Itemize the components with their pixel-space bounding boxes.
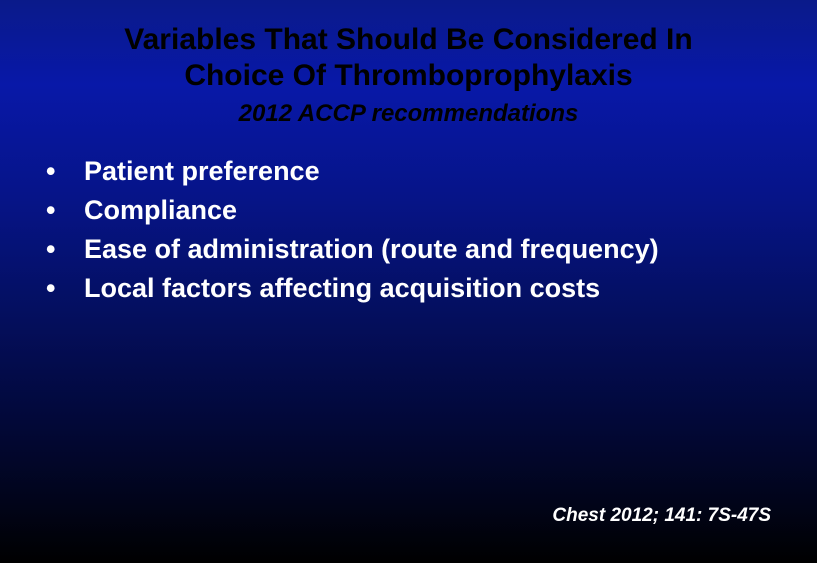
list-item: • Compliance (46, 191, 787, 230)
list-item: • Ease of administration (route and freq… (46, 230, 787, 269)
bullet-text: Compliance (84, 191, 787, 230)
title-line-2: Choice Of Thromboprophylaxis (184, 59, 632, 92)
bullet-text: Ease of administration (route and freque… (84, 230, 787, 269)
bullet-icon: • (46, 269, 84, 308)
slide-subtitle: 2012 ACCP recommendations (0, 100, 817, 128)
bullet-text: Patient preference (84, 152, 787, 191)
list-item: • Local factors affecting acquisition co… (46, 269, 787, 308)
list-item: • Patient preference (46, 152, 787, 191)
bullet-icon: • (46, 230, 84, 269)
title-line-1: Variables That Should Be Considered In (124, 23, 692, 56)
slide: Variables That Should Be Considered In C… (0, 0, 817, 563)
bullet-icon: • (46, 191, 84, 230)
citation: Chest 2012; 141: 7S-47S (552, 505, 771, 527)
bullet-text: Local factors affecting acquisition cost… (84, 269, 787, 308)
bullet-list: • Patient preference • Compliance • Ease… (0, 152, 817, 309)
bullet-icon: • (46, 152, 84, 191)
slide-title: Variables That Should Be Considered In C… (0, 0, 817, 94)
